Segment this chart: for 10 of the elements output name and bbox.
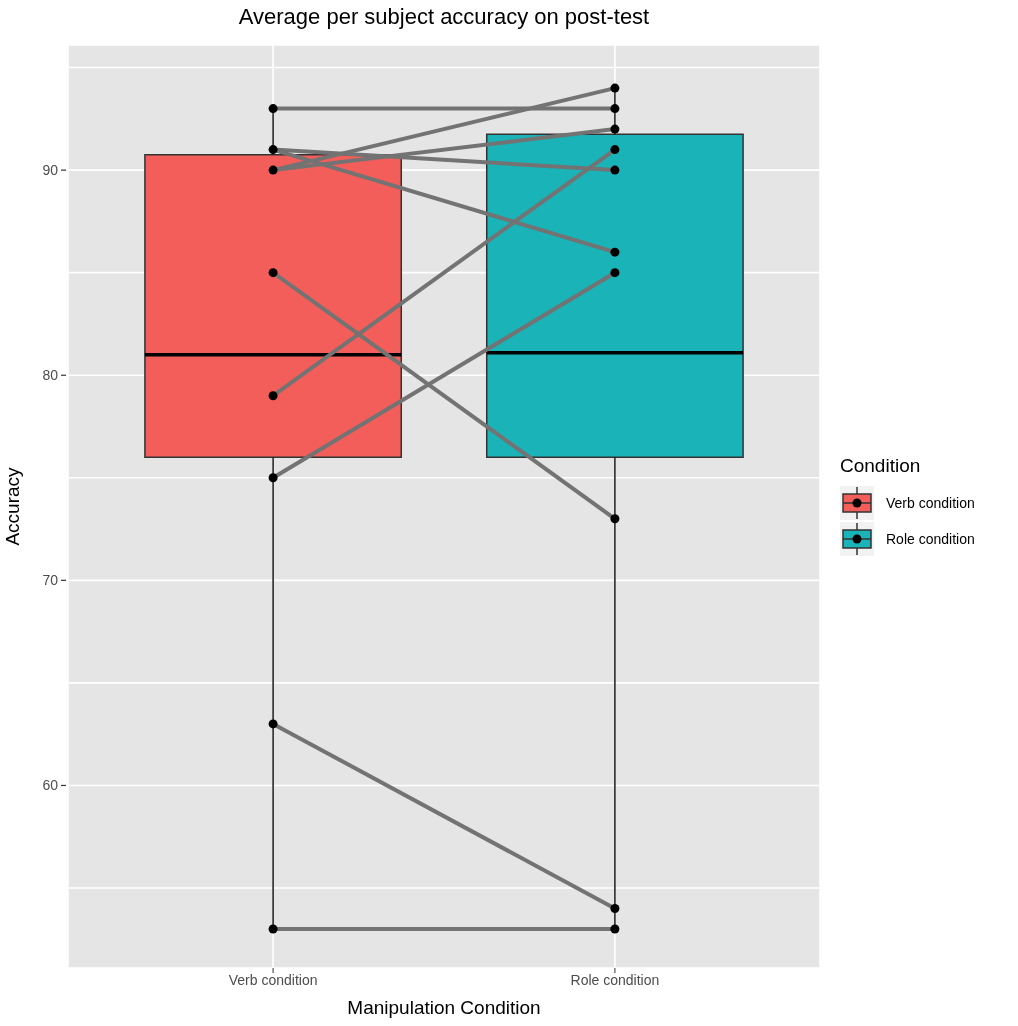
legend-title: Condition (840, 455, 922, 477)
y-tick-label: 70 (42, 572, 59, 589)
chart-title: Average per subject accuracy on post-test (237, 4, 651, 30)
y-tick-label: 60 (42, 777, 59, 794)
legend-label: Role condition (886, 531, 975, 547)
legend-label: Verb condition (886, 495, 975, 511)
y-axis-title: Accuracy (1, 466, 23, 546)
x-axis-title: Manipulation Condition (347, 997, 541, 1018)
y-tick-label: 90 (42, 162, 59, 179)
y-tick-label: 80 (42, 367, 59, 384)
